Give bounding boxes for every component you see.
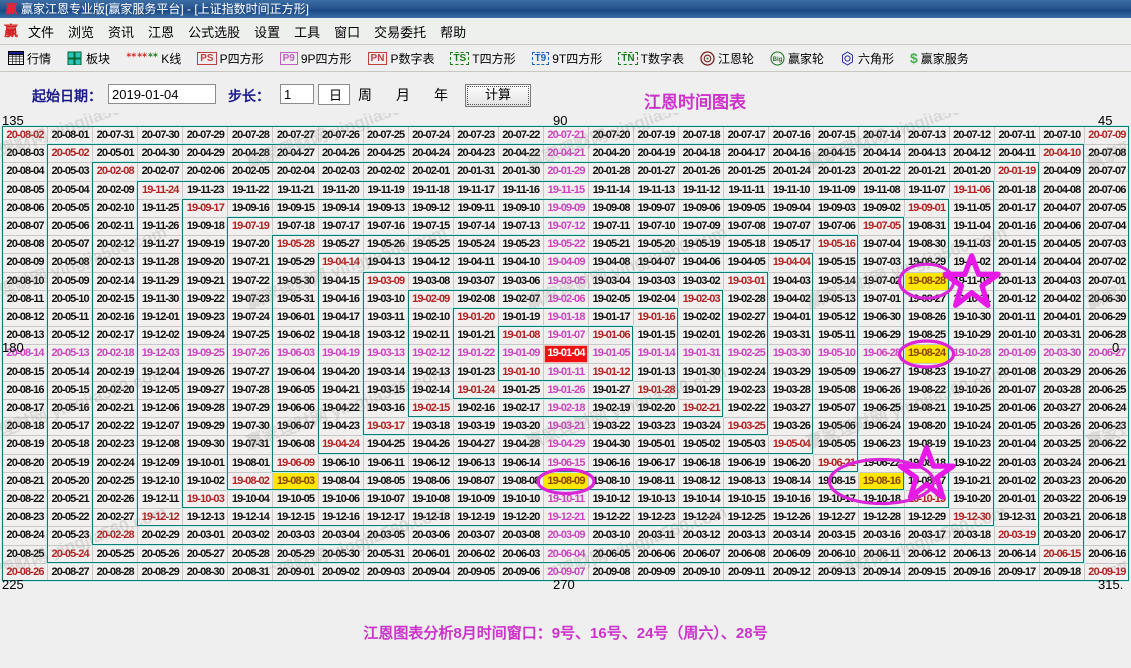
svg-text:Big: Big xyxy=(773,57,783,63)
